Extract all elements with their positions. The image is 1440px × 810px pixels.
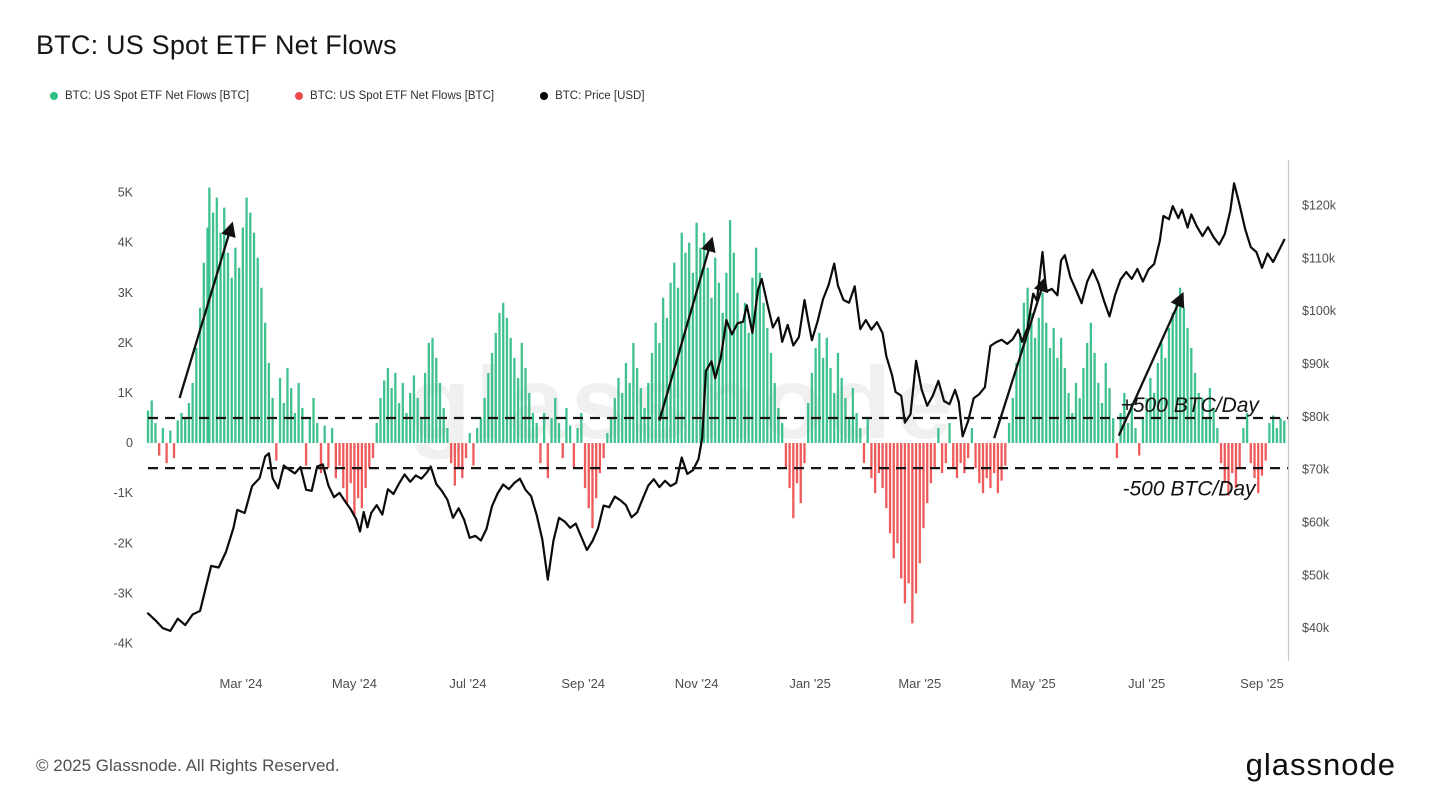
x-axis-tick-label: Jul '25	[1128, 676, 1165, 691]
right-axis-tick-label: $120k	[1302, 198, 1337, 212]
left-axis-tick-label: -1K	[114, 486, 134, 500]
right-axis-tick-label: $60k	[1302, 516, 1330, 530]
x-axis-tick-label: Jan '25	[789, 676, 831, 691]
legend-label: BTC: US Spot ETF Net Flows [BTC]	[310, 90, 495, 102]
legend-item-netflows-positive[interactable]: BTC: US Spot ETF Net Flows [BTC]	[50, 90, 249, 102]
trend-arrow	[658, 236, 716, 421]
legend-label: BTC: Price [USD]	[555, 90, 645, 102]
legend-label: BTC: US Spot ETF Net Flows [BTC]	[65, 90, 250, 102]
chart-title: BTC: US Spot ETF Net Flows	[36, 30, 397, 60]
left-axis-tick-label: -3K	[114, 586, 134, 600]
x-axis-tick-label: May '24	[332, 676, 377, 691]
threshold-label: +500 BTC/Day	[1121, 394, 1261, 417]
left-axis-tick-label: 1K	[118, 386, 134, 400]
x-axis-tick-label: Sep '24	[561, 676, 605, 691]
legend-item-price[interactable]: BTC: Price [USD]	[540, 90, 645, 102]
copyright-text: © 2025 Glassnode. All Rights Reserved.	[36, 756, 340, 775]
right-axis-tick-label: $80k	[1302, 410, 1330, 424]
x-axis-tick-label: Mar '25	[898, 676, 941, 691]
price-line	[146, 182, 1286, 632]
left-axis-tick-label: 3K	[118, 286, 134, 300]
right-axis-tick-label: $110k	[1302, 251, 1336, 265]
trend-arrow	[1117, 291, 1185, 437]
left-axis-tick-label: 5K	[118, 186, 134, 200]
axis-labels: 5K 4K 3K 2K 1K 0 -1K -2K -3K -4K $120k $110k $100k $9…	[114, 186, 1337, 691]
x-axis-tick-label: Jul '24	[449, 676, 486, 691]
left-axis-tick-label: 0	[126, 436, 133, 450]
left-axis-tick-label: 2K	[118, 336, 134, 350]
left-axis-tick-label: -4K	[114, 637, 134, 651]
right-axis-tick-label: $40k	[1302, 621, 1330, 635]
trend-arrow	[993, 276, 1049, 439]
legend: BTC: US Spot ETF Net Flows [BTC] BTC: US …	[50, 90, 645, 102]
watermark-text: glassnode	[408, 346, 957, 460]
legend-dot-icon	[295, 92, 304, 100]
threshold-label: -500 BTC/Day	[1123, 478, 1258, 501]
right-axis-tick-label: $70k	[1302, 463, 1330, 477]
trend-arrow	[178, 221, 236, 399]
left-axis-tick-label: -2K	[114, 536, 134, 550]
legend-dot-icon	[50, 92, 58, 100]
glassnode-logo: glassnode	[1245, 747, 1396, 782]
right-axis-tick-label: $90k	[1302, 357, 1330, 371]
right-axis-tick-label: $50k	[1302, 568, 1330, 582]
right-axis-tick-label: $100k	[1302, 304, 1337, 318]
x-axis-tick-label: May '25	[1011, 676, 1056, 691]
x-axis-tick-label: Sep '25	[1240, 676, 1284, 691]
x-axis-tick-label: Nov '24	[675, 676, 719, 691]
x-axis-tick-label: Mar '24	[220, 676, 263, 691]
netflow-bars	[146, 187, 1286, 624]
legend-item-netflows-negative[interactable]: BTC: US Spot ETF Net Flows [BTC]	[295, 90, 494, 102]
legend-dot-icon	[540, 92, 549, 100]
left-axis-tick-label: 4K	[118, 236, 134, 250]
